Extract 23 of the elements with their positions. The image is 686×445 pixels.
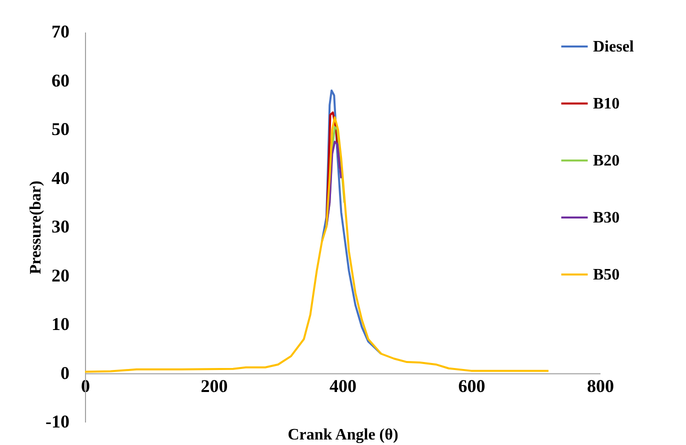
x-axis-title: Crank Angle (θ): [288, 426, 398, 444]
y-tick-label: 70: [52, 22, 70, 42]
legend-label: B10: [593, 96, 620, 112]
x-tick-label: 600: [458, 376, 486, 396]
y-tick-label: 0: [60, 362, 70, 383]
legend-label: Diesel: [593, 38, 634, 56]
x-tick-label: 400: [330, 376, 356, 396]
x-tick-label: 800: [587, 376, 614, 396]
y-tick-label: 50: [52, 119, 70, 139]
x-tick-label: 200: [200, 376, 228, 396]
legend-label: B50: [593, 266, 620, 284]
y-tick-label: -10: [46, 412, 70, 432]
line-series: [320, 90, 382, 355]
y-tick-label: 30: [52, 216, 70, 236]
legend-label: B20: [593, 152, 620, 170]
line-series: [84, 116, 550, 373]
y-tick-label: 60: [52, 70, 70, 90]
x-tick-label: 0: [81, 376, 90, 396]
y-tick-label: 20: [52, 265, 70, 286]
y-tick-label: 10: [52, 314, 70, 334]
y-axis-title: Pressure(bar): [28, 180, 45, 274]
legend-label: B30: [593, 210, 620, 226]
y-tick-label: 40: [52, 168, 70, 188]
